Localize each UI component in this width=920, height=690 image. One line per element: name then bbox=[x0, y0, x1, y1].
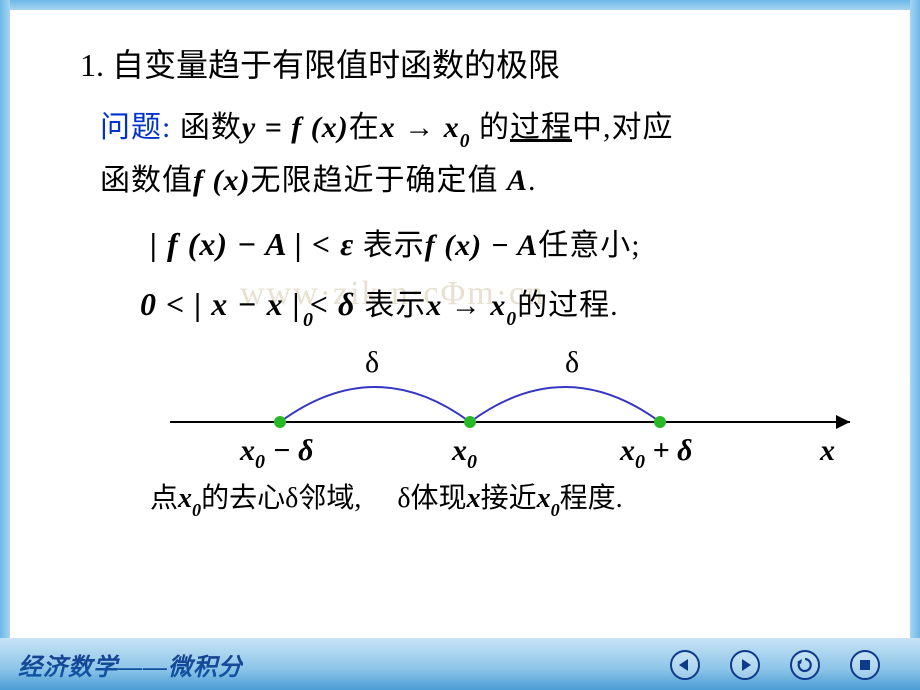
footer-title: 经济数学——微积分 bbox=[18, 647, 243, 682]
text: 表示 bbox=[364, 289, 426, 322]
dot-left bbox=[274, 416, 286, 428]
lhs: 0 < | x − x | < δ bbox=[140, 286, 355, 322]
t: 的去心 bbox=[201, 483, 285, 514]
m: x bbox=[537, 483, 551, 514]
dot-mid bbox=[464, 416, 476, 428]
math: x → x bbox=[380, 111, 460, 144]
math-block: 问题: 函数y = f (x)在x → x0 的过程中,对应 函数值f (x)无… bbox=[40, 106, 880, 518]
text: 函数值 bbox=[100, 164, 193, 197]
axis-label-left: x0 − δ bbox=[239, 434, 314, 473]
frame-top bbox=[0, 0, 920, 10]
math-eq: y = f (x) bbox=[242, 111, 349, 144]
footer-bar: 经济数学——微积分 bbox=[0, 638, 920, 690]
s: 0 bbox=[551, 500, 560, 520]
next-button[interactable] bbox=[730, 650, 760, 680]
underlined: 过程 bbox=[510, 111, 572, 144]
text: 无限趋近于确定值 bbox=[250, 164, 507, 197]
question-label: 问题: bbox=[100, 111, 171, 144]
m: δ bbox=[285, 483, 298, 514]
t: 邻域, bbox=[298, 483, 361, 514]
axis-label-right: x0 + δ bbox=[619, 434, 692, 473]
triangle-right-icon bbox=[738, 658, 752, 672]
t: 体现 bbox=[411, 483, 467, 514]
math: f (x) bbox=[193, 164, 250, 197]
t: 点 bbox=[150, 483, 178, 514]
square-icon bbox=[859, 659, 871, 671]
triangle-left-icon bbox=[678, 658, 692, 672]
refresh-icon bbox=[796, 656, 814, 674]
t: 程度. bbox=[560, 483, 623, 514]
prev-button[interactable] bbox=[670, 650, 700, 680]
number-line-diagram: δ δ x0 − δ x0 x0 + δ x bbox=[160, 342, 880, 482]
delta-label-left: δ bbox=[365, 346, 379, 379]
m: x bbox=[178, 483, 192, 514]
dot-right bbox=[654, 416, 666, 428]
text: 在 bbox=[349, 111, 380, 144]
text: 函数 bbox=[171, 111, 242, 144]
sub: 0 bbox=[460, 131, 471, 152]
question-line-2: 函数值f (x)无限趋近于确定值 A. bbox=[100, 159, 880, 203]
axis-label-mid: x0 bbox=[451, 434, 477, 473]
m: δ bbox=[397, 483, 410, 514]
sub: 0 bbox=[303, 306, 314, 335]
arc-right bbox=[470, 387, 660, 422]
section-heading: 1. 自变量趋于有限值时函数的极限 bbox=[80, 40, 880, 86]
s: 0 bbox=[192, 500, 201, 520]
axis-arrow bbox=[836, 415, 850, 429]
text: 的 bbox=[470, 111, 510, 144]
text: 中,对应 bbox=[572, 111, 674, 144]
delta-label-right: δ bbox=[565, 346, 579, 379]
arc-left bbox=[280, 387, 470, 422]
math: A bbox=[507, 164, 528, 197]
inequality-line-1: | f (x) − A | < ε 表示f (x) − A任意小; bbox=[150, 221, 880, 268]
nav-buttons bbox=[670, 650, 880, 680]
frame-left bbox=[0, 0, 10, 690]
text: . bbox=[528, 164, 537, 197]
math: x → x bbox=[426, 289, 506, 322]
m: x bbox=[467, 483, 481, 514]
text: 任意小; bbox=[538, 229, 640, 262]
axis-label-x: x bbox=[819, 434, 835, 467]
content-area: 1. 自变量趋于有限值时函数的极限 www·zik n·cΦm·cn 问题: 函… bbox=[40, 40, 880, 518]
math: | f (x) − A | < ε bbox=[150, 226, 354, 262]
stop-button[interactable] bbox=[850, 650, 880, 680]
t: 接近 bbox=[481, 483, 537, 514]
question-line-1: 问题: 函数y = f (x)在x → x0 的过程中,对应 bbox=[100, 106, 880, 153]
diagram-svg: δ δ x0 − δ x0 x0 + δ x bbox=[160, 342, 880, 482]
frame-right bbox=[910, 0, 920, 690]
text: 表示 bbox=[354, 229, 425, 262]
refresh-button[interactable] bbox=[790, 650, 820, 680]
math: f (x) − A bbox=[425, 229, 539, 262]
text: 的过程. bbox=[517, 289, 619, 322]
inequality-line-2: 0 < | x − x | < δ 0 表示x → x0的过程. bbox=[140, 281, 880, 331]
slide: 1. 自变量趋于有限值时函数的极限 www·zik n·cΦm·cn 问题: 函… bbox=[0, 0, 920, 690]
sub: 0 bbox=[506, 309, 517, 330]
math: 0 < | x − x | < δ 0 bbox=[140, 286, 364, 322]
